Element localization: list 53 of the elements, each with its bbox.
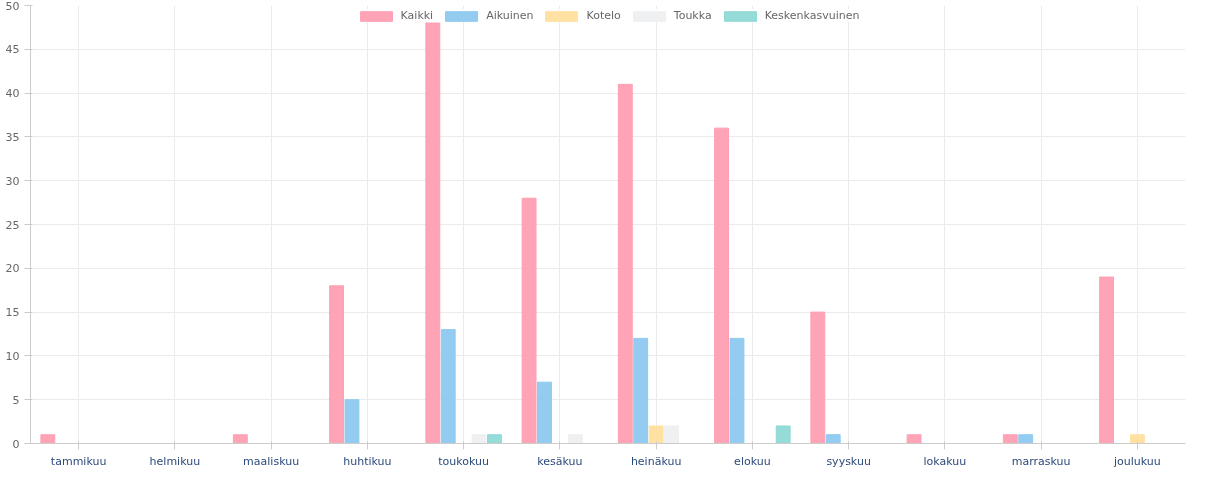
bar	[775, 425, 791, 444]
legend-label: Toukka	[673, 9, 712, 22]
legend-label: Keskenkasvuinen	[764, 9, 860, 22]
y-tick-label: 45	[5, 43, 20, 57]
bar	[567, 434, 583, 444]
y-tick-label: 25	[5, 218, 20, 232]
bar	[714, 127, 730, 444]
bar	[664, 425, 679, 444]
bar	[648, 425, 664, 444]
x-tick-label: toukokuu	[438, 454, 489, 468]
y-tick-label: 15	[5, 306, 20, 320]
x-tick-label: huhtikuu	[343, 454, 392, 468]
bar	[537, 381, 552, 444]
y-tick-label: 5	[12, 393, 20, 407]
legend-label: Kotelo	[586, 9, 621, 22]
x-tick-label: heinäkuu	[630, 454, 682, 468]
bar	[825, 434, 841, 444]
y-tick-label: 40	[5, 87, 20, 101]
x-tick-label: helmikuu	[149, 454, 201, 468]
bar	[633, 337, 649, 444]
bar	[440, 329, 456, 444]
y-tick-label: 50	[5, 0, 20, 13]
x-tick-label: tammikuu	[50, 454, 107, 468]
bar	[1099, 276, 1115, 444]
legend-label: Kaikki	[400, 9, 434, 22]
y-tick-label: 0	[12, 437, 20, 451]
bar	[40, 434, 56, 444]
y-tick-label: 35	[5, 130, 20, 144]
bar	[810, 311, 826, 444]
bar	[486, 434, 502, 444]
y-tick-label: 10	[5, 349, 20, 363]
x-tick-label: kesäkuu	[537, 454, 583, 468]
bar	[521, 197, 537, 444]
y-tick-label: 30	[5, 174, 20, 188]
bar	[1129, 434, 1145, 444]
x-tick-label: marraskuu	[1011, 454, 1071, 468]
bar	[329, 285, 345, 444]
bar	[1018, 434, 1034, 444]
bar	[906, 434, 922, 444]
x-tick-label: syyskuu	[826, 454, 871, 468]
legend-label: Aikuinen	[486, 9, 534, 22]
bar	[617, 83, 633, 444]
x-tick-label: lokakuu	[923, 454, 967, 468]
bar	[425, 22, 441, 444]
bar	[729, 337, 745, 444]
bar	[1002, 434, 1018, 444]
bar	[471, 434, 487, 444]
y-tick-label: 20	[5, 262, 20, 276]
bar	[344, 399, 360, 444]
bar	[232, 434, 248, 444]
x-tick-label: elokuu	[734, 454, 771, 468]
x-tick-label: joulukuu	[1112, 454, 1161, 468]
x-tick-label: maaliskuu	[243, 454, 300, 468]
